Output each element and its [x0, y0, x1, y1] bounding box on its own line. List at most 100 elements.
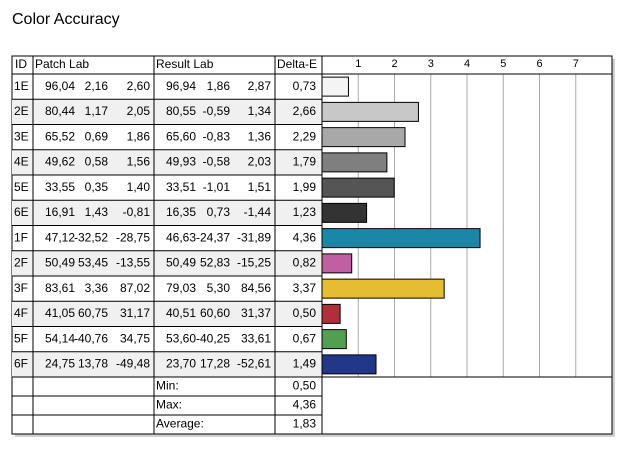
row-id: 6F: [14, 357, 28, 371]
lab-value: 41,05: [45, 306, 75, 320]
lab-value: 52,83: [200, 256, 230, 270]
row-id: 5E: [14, 180, 29, 194]
lab-value: 54,14: [45, 331, 75, 345]
bar: [321, 303, 341, 324]
lab-value: 50,49: [166, 256, 196, 270]
lab-value: 53,45: [78, 256, 108, 270]
lab-value: 79,03: [166, 281, 196, 295]
lab-value: 2,03: [248, 155, 272, 169]
bar: [321, 354, 377, 375]
lab-value: -28,75: [116, 230, 150, 244]
lab-value: -1,01: [203, 180, 231, 194]
lab-value: 80,55: [166, 104, 196, 118]
lab-value: 1,36: [248, 129, 272, 143]
lab-value: -0,81: [123, 205, 151, 219]
lab-value: 16,35: [166, 205, 196, 219]
delta-e-label: 4,36: [293, 230, 317, 244]
bar: [321, 228, 481, 249]
row-id: 1F: [14, 230, 28, 244]
lab-value: 1,51: [248, 180, 272, 194]
bar: [321, 329, 347, 350]
lab-value: -0,59: [203, 104, 231, 118]
lab-value: 60,75: [78, 306, 108, 320]
lab-value: 49,93: [166, 155, 196, 169]
lab-value: 16,91: [45, 205, 75, 219]
lab-value: 96,04: [45, 79, 75, 93]
lab-value: 1,86: [127, 129, 151, 143]
lab-value: -49,48: [116, 357, 150, 371]
summary-value: 1,83: [293, 417, 317, 431]
lab-value: 60,60: [200, 306, 230, 320]
row-fill: [12, 351, 322, 377]
delta-e-label: 2,29: [293, 129, 317, 143]
lab-value: 50,49: [45, 256, 75, 270]
lab-value: -52,61: [237, 357, 271, 371]
bar: [321, 152, 388, 173]
lab-value: 33,61: [241, 331, 271, 345]
lab-value: 47,12: [45, 230, 75, 244]
lab-value: 65,60: [166, 129, 196, 143]
lab-value: 31,17: [120, 306, 150, 320]
row-id: 5F: [14, 331, 28, 345]
column-header: Patch Lab: [35, 57, 89, 71]
column-header: ID: [15, 57, 27, 71]
bar: [321, 177, 395, 198]
column-header: Delta-E: [277, 57, 317, 71]
x-tick-label: 7: [573, 58, 579, 70]
lab-value: 34,75: [120, 331, 150, 345]
lab-value: 96,94: [166, 79, 196, 93]
row-id: 4F: [14, 306, 28, 320]
delta-e-label: 3,37: [293, 281, 317, 295]
lab-value: 65,52: [45, 129, 75, 143]
lab-value: 83,61: [45, 281, 75, 295]
lab-value: 33,55: [45, 180, 75, 194]
title: Color Accuracy: [12, 11, 120, 28]
lab-value: 1,43: [85, 205, 109, 219]
lab-value: -0,58: [203, 155, 231, 169]
delta-e-label: 0,50: [293, 306, 317, 320]
lab-value: 40,51: [166, 306, 196, 320]
row-fill: [12, 200, 322, 226]
delta-e-label: 2,66: [293, 104, 317, 118]
bar: [321, 76, 349, 97]
lab-value: 53,60: [166, 331, 196, 345]
row-id: 2F: [14, 256, 28, 270]
bar: [321, 127, 406, 148]
delta-e-label: 1,49: [293, 357, 317, 371]
lab-value: 1,86: [207, 79, 231, 93]
lab-value: 31,37: [241, 306, 271, 320]
row-fill: [12, 149, 322, 175]
delta-e-label: 1,99: [293, 180, 317, 194]
row-id: 3E: [14, 129, 29, 143]
lab-value: 2,87: [248, 79, 272, 93]
lab-value: -40,76: [74, 331, 108, 345]
delta-e-label: 0,67: [293, 331, 317, 345]
lab-value: 2,05: [127, 104, 151, 118]
lab-value: -31,89: [237, 230, 271, 244]
lab-value: -32,52: [74, 230, 108, 244]
row-id: 1E: [14, 79, 29, 93]
summary-label: Max:: [156, 398, 182, 412]
lab-value: 17,28: [200, 357, 230, 371]
lab-value: 46,63: [166, 230, 196, 244]
lab-value: 1,56: [127, 155, 151, 169]
x-tick-label: 5: [500, 58, 506, 70]
lab-value: 1,34: [248, 104, 272, 118]
lab-value: 0,69: [85, 129, 109, 143]
bar: [321, 278, 445, 299]
lab-value: 5,30: [207, 281, 231, 295]
lab-value: 3,36: [85, 281, 109, 295]
lab-value: -13,55: [116, 256, 150, 270]
lab-value: 1,17: [85, 104, 109, 118]
lab-value: -24,37: [196, 230, 230, 244]
summary-label: Min:: [156, 379, 179, 393]
delta-e-label: 0,82: [293, 256, 317, 270]
delta-e-label: 1,79: [293, 155, 317, 169]
lab-value: 80,44: [45, 104, 75, 118]
lab-value: 1,40: [127, 180, 151, 194]
lab-value: 13,78: [78, 357, 108, 371]
summary-value: 4,36: [293, 398, 317, 412]
x-tick-label: 3: [428, 58, 434, 70]
